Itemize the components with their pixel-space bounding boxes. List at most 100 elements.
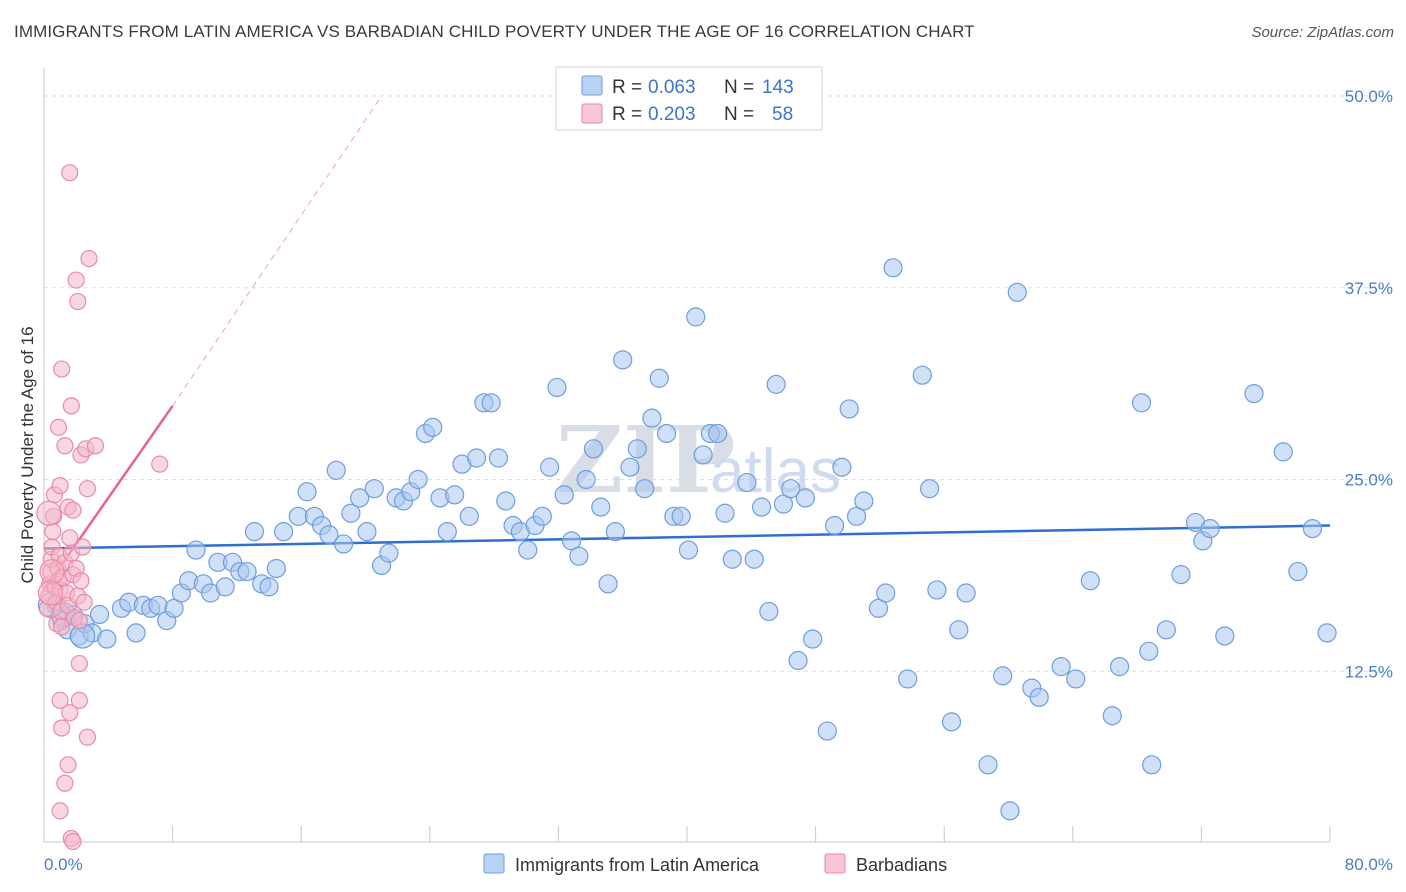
trend-line-latin-america: [43, 524, 1331, 550]
point-latin-america: [89, 604, 110, 625]
point-latin-america: [649, 368, 669, 388]
point-latin-america: [237, 561, 257, 582]
point-latin-america: [244, 522, 265, 542]
legend-n-value-2: 58: [772, 104, 793, 125]
point-barbadians: [86, 437, 105, 455]
point-barbadians: [78, 728, 97, 746]
point-latin-america: [803, 629, 823, 649]
point-latin-america: [186, 540, 206, 560]
point-barbadians: [151, 455, 169, 473]
legend-swatch-blue: [581, 75, 603, 96]
point-latin-america: [868, 598, 889, 618]
point-barbadians: [44, 523, 62, 541]
point-barbadians: [51, 691, 69, 709]
point-barbadians: [49, 418, 68, 436]
legend-r-label-1: R =: [612, 77, 642, 98]
bottom-legend: Immigrants from Latin America Barbadians: [483, 853, 947, 875]
chart-title: IMMIGRANTS FROM LATIN AMERICA VS BARBADI…: [14, 22, 975, 41]
point-latin-america: [605, 522, 625, 542]
point-latin-america: [569, 546, 589, 566]
point-latin-america: [540, 457, 560, 477]
point-barbadians: [69, 292, 87, 311]
legend-n-value-1: 143: [762, 77, 794, 98]
point-latin-america: [993, 666, 1013, 686]
point-latin-america: [1244, 383, 1264, 404]
point-latin-america: [437, 522, 457, 542]
y-tick-label: 12.5%: [1345, 662, 1393, 681]
point-barbadians: [64, 832, 82, 851]
point-latin-america: [379, 543, 399, 563]
point-latin-america: [941, 712, 962, 732]
legend-n-label-1: N =: [724, 77, 754, 98]
point-latin-america: [686, 307, 706, 327]
point-latin-america: [164, 598, 184, 618]
point-latin-america: [1288, 561, 1308, 582]
point-barbadians: [61, 164, 79, 182]
source-label: Source: ZipAtlas.com: [1251, 24, 1394, 41]
bottom-legend-label-1: Immigrants from Latin America: [515, 855, 760, 875]
point-latin-america: [561, 531, 582, 551]
point-latin-america: [1131, 393, 1152, 413]
legend-r-value-1: 0.063: [648, 77, 696, 98]
point-latin-america: [766, 374, 786, 394]
point-latin-america: [627, 439, 647, 459]
point-latin-america: [1200, 518, 1220, 539]
point-latin-america: [1302, 518, 1323, 539]
point-latin-america: [97, 629, 117, 649]
point-latin-america: [854, 491, 874, 511]
point-latin-america: [1109, 657, 1130, 677]
point-latin-america: [333, 534, 354, 554]
point-latin-america: [259, 577, 279, 597]
point-latin-america: [795, 488, 815, 508]
point-barbadians: [53, 618, 71, 636]
point-latin-america: [759, 601, 779, 622]
point-latin-america: [744, 549, 764, 569]
point-latin-america: [1007, 282, 1027, 302]
point-latin-america: [1156, 620, 1176, 640]
point-latin-america: [297, 482, 317, 502]
point-latin-america: [1029, 687, 1049, 707]
point-latin-america: [1139, 641, 1159, 661]
point-latin-america: [1080, 571, 1100, 591]
point-latin-america: [635, 479, 655, 499]
point-latin-america: [466, 448, 487, 468]
point-latin-america: [445, 485, 465, 505]
x-tick-label: 0.0%: [44, 855, 83, 874]
point-barbadians: [36, 500, 62, 526]
point-barbadians: [51, 477, 69, 495]
point-latin-america: [678, 540, 699, 560]
point-latin-america: [423, 417, 443, 437]
point-barbadians: [70, 612, 88, 630]
point-barbadians: [61, 704, 79, 722]
point-barbadians: [53, 360, 71, 378]
point-latin-america: [956, 583, 976, 603]
x-tick-label: 80.0%: [1345, 855, 1393, 874]
point-latin-america: [773, 494, 794, 514]
point-barbadians: [39, 558, 65, 585]
legend: R = 0.063 N = 143 R = 0.203 N = 58: [555, 66, 823, 131]
point-latin-america: [1317, 623, 1337, 643]
y-axis-label: Child Poverty Under the Age of 16: [18, 326, 37, 583]
point-barbadians: [64, 501, 82, 519]
point-latin-america: [1171, 565, 1191, 585]
point-latin-america: [876, 583, 896, 603]
point-barbadians: [51, 802, 69, 820]
point-latin-america: [1000, 801, 1020, 821]
watermark-atlas: atlas: [710, 437, 841, 506]
data-points: [36, 164, 1337, 851]
y-tick-labels: 12.5% 25.0% 37.5% 50.0%: [1345, 87, 1393, 681]
point-latin-america: [715, 503, 735, 523]
point-latin-america: [481, 393, 501, 413]
point-latin-america: [364, 479, 384, 499]
point-latin-america: [1102, 706, 1122, 726]
point-latin-america: [591, 497, 611, 517]
point-barbadians: [70, 691, 88, 709]
point-latin-america: [576, 469, 596, 490]
point-barbadians: [53, 719, 71, 737]
point-latin-america: [532, 506, 552, 526]
point-barbadians: [56, 437, 74, 455]
point-latin-america: [1051, 657, 1071, 677]
point-barbadians: [78, 480, 97, 498]
point-latin-america: [919, 479, 940, 499]
point-latin-america: [319, 525, 339, 545]
